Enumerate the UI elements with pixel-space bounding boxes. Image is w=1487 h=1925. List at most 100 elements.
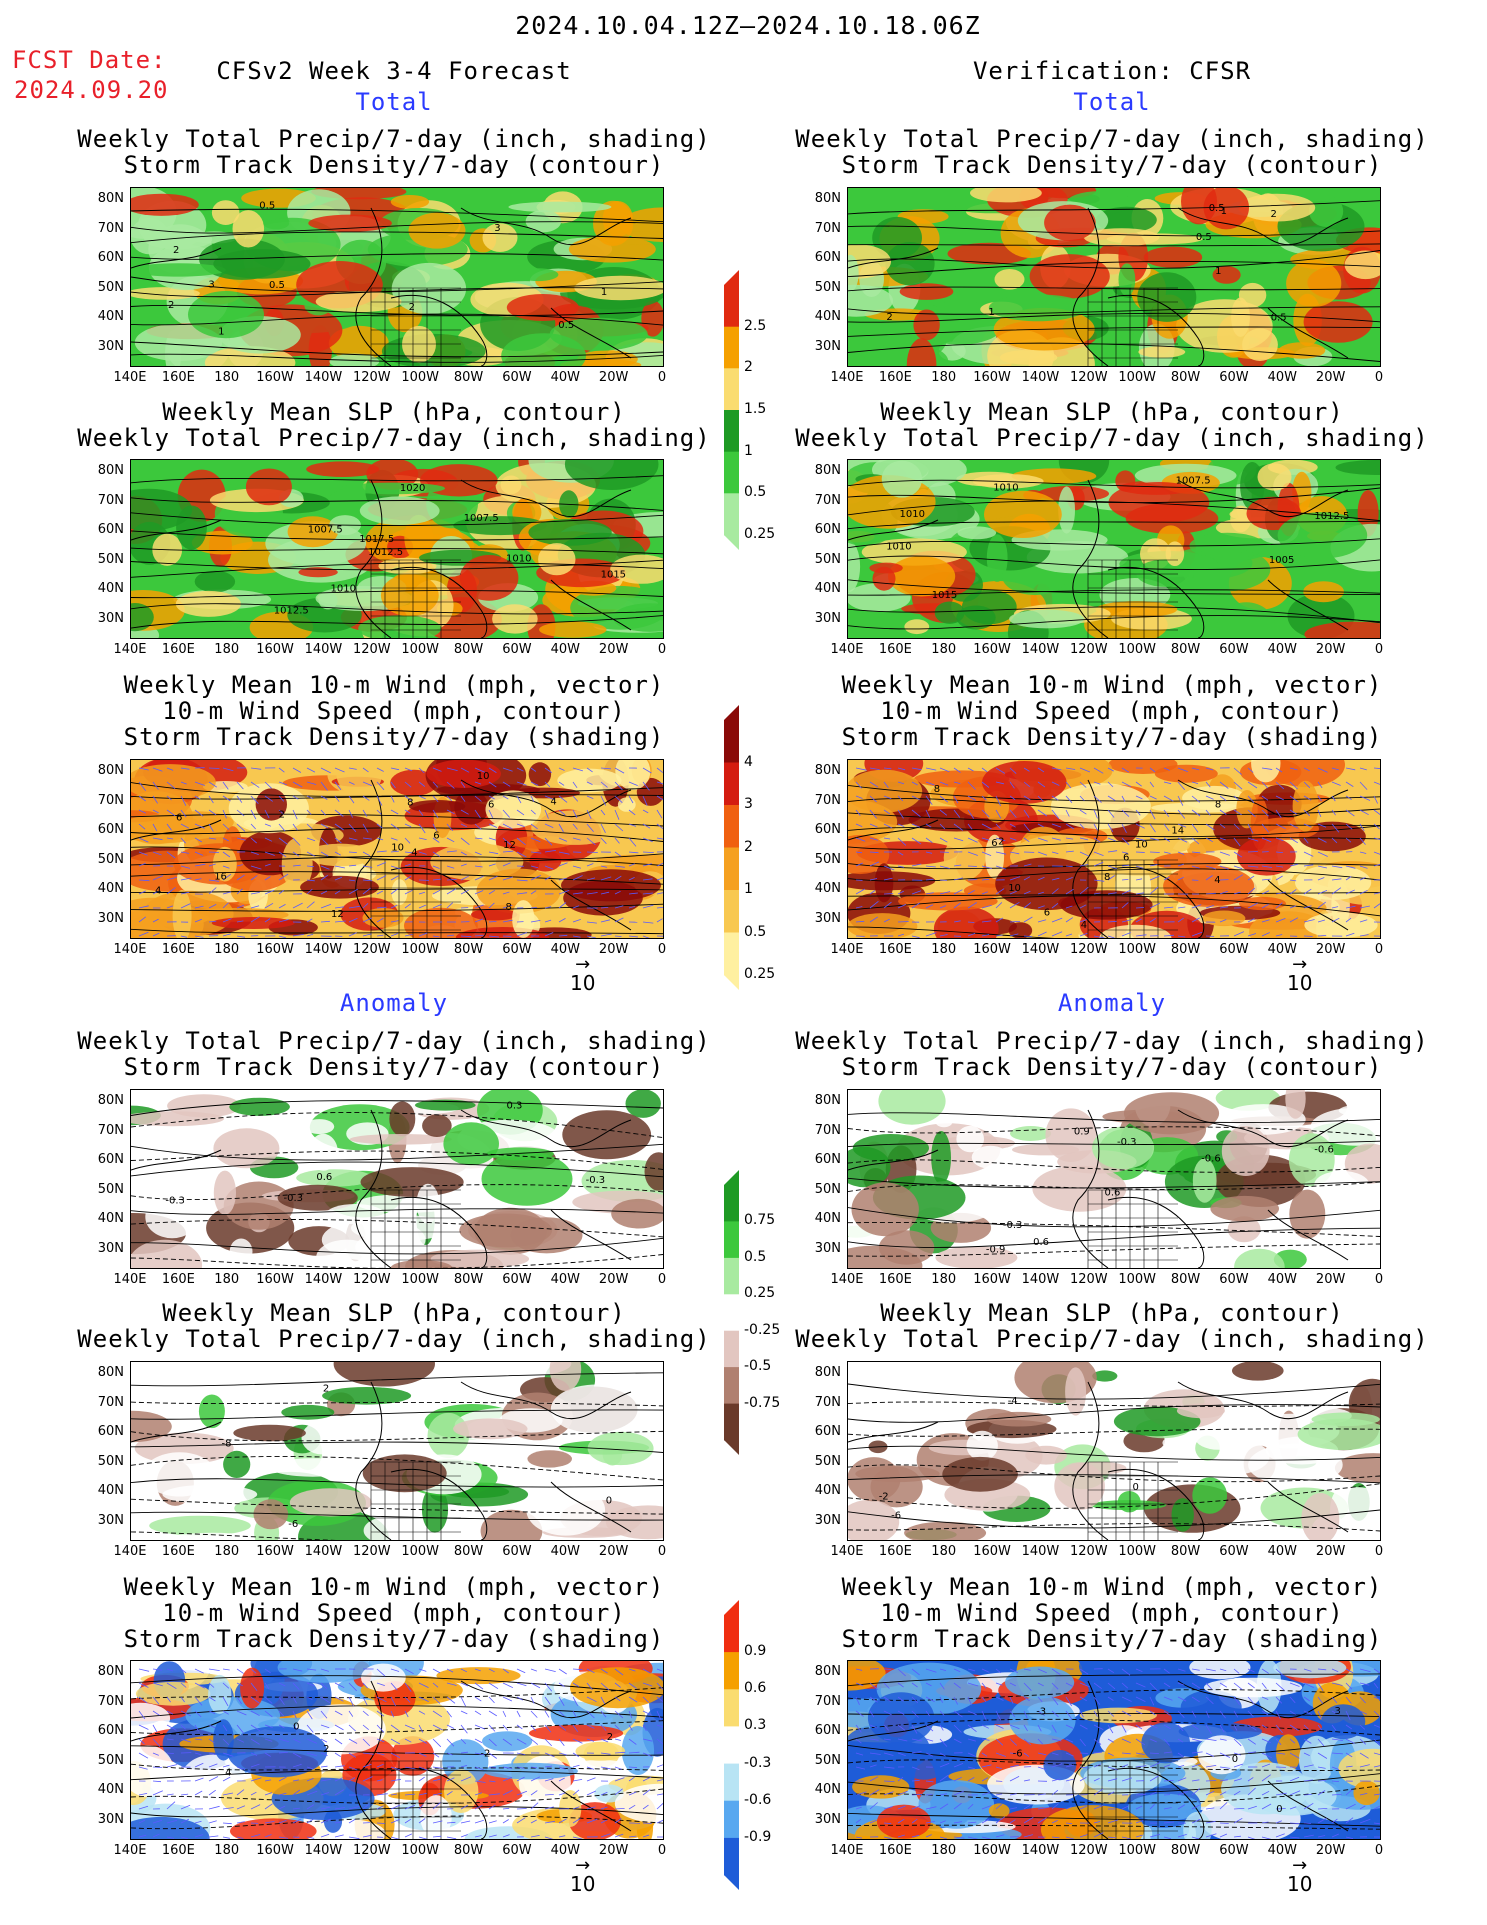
lon-tick-label: 20W — [1315, 1272, 1346, 1287]
lon-tick-label: 80W — [453, 1544, 484, 1559]
contour-label: -0.3 — [586, 1175, 606, 1186]
contour-label: 0 — [1232, 1754, 1238, 1765]
contour-label: 1007.5 — [464, 513, 499, 524]
lon-tick-label: 120W — [1069, 1843, 1108, 1858]
lon-tick-label: 140W — [304, 942, 343, 957]
contour-label: 4 — [225, 1768, 231, 1779]
colorbar-tick-label: -0.75 — [744, 1394, 781, 1411]
lat-tick-label: 30N — [814, 338, 841, 354]
panel-title-line: Weekly Total Precip/7-day (inch, shading… — [795, 1325, 1429, 1353]
lon-tick-label: 140W — [304, 370, 343, 385]
panel-title-line: Storm Track Density/7-day (shading) — [841, 723, 1383, 751]
vf-precip-map-panel: 1 2 0.5 1 0.5 2 1 0.5 — [847, 187, 1381, 367]
contour-label: 4 — [411, 848, 417, 859]
lat-tick-label: 70N — [814, 1394, 841, 1410]
lat-tick-label: 50N — [97, 279, 124, 295]
contour-label: -2 — [879, 1492, 889, 1503]
lon-tick-label: 60W — [502, 370, 532, 385]
lon-tick-label: 180 — [931, 1272, 957, 1287]
contour-label: 0.3 — [507, 1101, 523, 1112]
map-field: -4 -6-2 0 — [848, 1362, 1380, 1540]
contour-label: 1012.5 — [368, 547, 403, 558]
fcst-date-value: 2024.09.20 — [14, 76, 169, 104]
lat-tick-label: 60N — [97, 822, 124, 837]
lon-tick-label: 0 — [1374, 942, 1384, 957]
contour-label: 1012.5 — [1314, 511, 1349, 522]
anom-precip-colorbar — [724, 1170, 754, 1459]
lon-tick-label: 160E — [161, 370, 195, 385]
vf-wind-map-panel: 2 4 6 8 10 14 6 10 8 6 8 4 — [847, 759, 1381, 939]
lon-tick-label: 160E — [878, 1544, 912, 1559]
contour-label: 10 — [1008, 883, 1021, 894]
map-field: -6 -8 2 0 — [131, 1362, 663, 1540]
lon-tick-label: 140E — [113, 370, 147, 385]
lon-tick-label: 80W — [453, 1843, 484, 1858]
contour-label: 6 — [488, 799, 494, 810]
colorbar-tick-label: -0.9 — [744, 1828, 772, 1845]
contour-label: 1010 — [886, 541, 911, 552]
lon-tick-label: 0 — [657, 1843, 667, 1858]
lat-tick-label: 80N — [97, 1365, 124, 1380]
lon-tick-label: 140W — [304, 1544, 343, 1559]
lon-tick-label: 0 — [657, 370, 667, 385]
fcst-date-label: FCST Date: — [12, 46, 167, 74]
fc-anom_wind-map-panel: 0 2 -2 4 2 — [130, 1660, 664, 1840]
lat-tick-label: 70N — [814, 492, 841, 508]
contour-label: 0.5 — [259, 201, 275, 212]
panel-title-line: 10-m Wind Speed (mph, contour) — [162, 697, 626, 725]
contour-label: 2 — [173, 245, 179, 256]
contour-label: 2 — [886, 312, 892, 323]
lon-tick-label: 100W — [401, 1843, 440, 1858]
contour-label: 0.9 — [1074, 1126, 1090, 1137]
contour-label: 6 — [1044, 907, 1050, 918]
lon-tick-label: 120W — [352, 642, 391, 657]
lat-tick-label: 50N — [814, 1752, 841, 1768]
contour-label: -0.6 — [1314, 1144, 1334, 1155]
panel-title-line: Weekly Mean 10-m Wind (mph, vector) — [841, 671, 1383, 699]
lat-tick-label: 40N — [97, 1211, 124, 1226]
right-column-title: Verification: CFSR — [972, 57, 1252, 85]
contour-label: 2 — [323, 1384, 329, 1395]
contour-label: -0.3 — [284, 1193, 304, 1204]
panel-title-line: Weekly Mean 10-m Wind (mph, vector) — [841, 1573, 1383, 1601]
lat-tick-label: 70N — [814, 220, 841, 236]
panel-title-line: Storm Track Density/7-day (shading) — [123, 1625, 665, 1653]
lon-tick-label: 60W — [1219, 370, 1249, 385]
lat-tick-label: 40N — [814, 1782, 841, 1797]
lon-tick-label: 120W — [352, 1843, 391, 1858]
lat-tick-label: 30N — [814, 910, 841, 926]
lat-tick-label: 50N — [97, 851, 124, 867]
contour-label: 1015 — [601, 569, 626, 580]
contour-label: 0.5 — [558, 320, 574, 331]
contour-label: 3 — [208, 280, 214, 291]
lon-tick-label: 120W — [1069, 370, 1108, 385]
contour-label: 12 — [331, 909, 344, 920]
lon-tick-label: 20W — [598, 642, 629, 657]
panel-title-line: Weekly Total Precip/7-day (inch, shading… — [77, 1325, 711, 1353]
lon-tick-label: 20W — [598, 370, 629, 385]
lon-tick-label: 140E — [830, 1544, 864, 1559]
colorbar-tick-label: -0.25 — [744, 1321, 781, 1338]
colorbar-tick-label: 0.3 — [744, 1717, 767, 1734]
lat-tick-label: 60N — [97, 250, 124, 265]
lat-tick-label: 80N — [97, 1664, 124, 1679]
fc-slp-map-panel: 1012.5 1010 1010 1007.5 1012.5 1015 1017.5 1007… — [130, 459, 664, 639]
lat-tick-label: 40N — [97, 1483, 124, 1498]
lat-tick-label: 40N — [97, 309, 124, 324]
contour-label: 8 — [1104, 872, 1110, 883]
lon-tick-label: 60W — [1219, 942, 1249, 957]
lat-tick-label: 60N — [97, 1152, 124, 1167]
contour-label: 1017.5 — [359, 534, 394, 545]
lat-tick-label: 70N — [97, 220, 124, 236]
contour-label: 14 — [1171, 826, 1184, 837]
contour-label: 10 — [391, 842, 404, 853]
lon-tick-label: 160W — [973, 942, 1011, 957]
lat-tick-label: 40N — [814, 581, 841, 596]
anom-storm-colorbar — [724, 1600, 754, 1894]
lon-tick-label: 160E — [161, 1843, 195, 1858]
lat-tick-label: 60N — [814, 522, 841, 537]
lon-tick-label: 100W — [1118, 370, 1157, 385]
lon-tick-label: 100W — [401, 642, 440, 657]
contour-label: 8 — [1215, 799, 1221, 810]
lat-tick-label: 30N — [97, 610, 124, 626]
